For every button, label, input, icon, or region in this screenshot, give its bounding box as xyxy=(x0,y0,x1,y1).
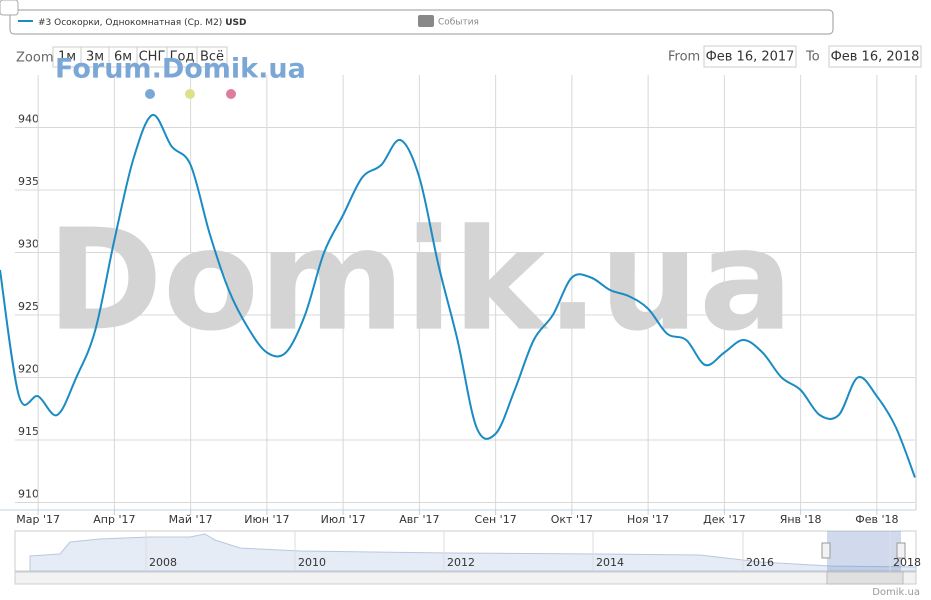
navigator-label: 2016 xyxy=(746,556,774,569)
y-tick-label: 925 xyxy=(18,300,39,313)
navigator-label: 2014 xyxy=(596,556,624,569)
x-tick-label: Фев '18 xyxy=(855,513,898,526)
forum-watermark: Forum.Domik.ua xyxy=(55,54,306,85)
zoom-button-label[interactable]: 1м xyxy=(58,50,76,65)
x-tick-label: Ноя '17 xyxy=(627,513,669,526)
x-tick-label: Июл '17 xyxy=(321,513,366,526)
navigator-label: 2010 xyxy=(298,556,326,569)
events-swatch xyxy=(418,15,434,27)
scrollbar-thumb[interactable] xyxy=(826,571,904,585)
zoom-button[interactable] xyxy=(196,46,228,68)
to-label: To xyxy=(805,50,820,65)
legend-item[interactable]: #3 Осокорки, Однокомнатная (Ср. М2) USD xyxy=(38,18,246,28)
credit[interactable]: Domik.ua xyxy=(872,587,920,598)
y-tick-label: 915 xyxy=(18,425,39,438)
x-tick-label: Май '17 xyxy=(169,513,213,526)
scrollbar[interactable] xyxy=(14,571,917,585)
from-input[interactable] xyxy=(703,45,797,68)
x-tick-label: Сен '17 xyxy=(475,513,517,526)
y-tick-label: 910 xyxy=(18,488,39,501)
x-tick-label: Дек '17 xyxy=(703,513,746,526)
series-line xyxy=(0,114,916,478)
navigator-label: 2008 xyxy=(149,556,177,569)
zoom-button-label[interactable]: 3м xyxy=(86,50,104,65)
from-label: From xyxy=(668,50,700,65)
y-tick-label: 920 xyxy=(18,363,39,376)
x-tick-label: Янв '18 xyxy=(780,513,822,526)
navigator-mask[interactable] xyxy=(827,531,901,571)
navigator-label: 2012 xyxy=(447,556,475,569)
navigator-handle[interactable] xyxy=(821,542,831,559)
zoom-button-label[interactable]: Всё xyxy=(200,50,224,65)
zoom-label: Zoom xyxy=(16,51,53,66)
x-tick-label: Мар '17 xyxy=(16,513,60,526)
navigator-series xyxy=(29,533,917,572)
zoom-button-label[interactable]: 6м xyxy=(114,50,132,65)
to-date[interactable]: Фев 16, 2018 xyxy=(831,50,920,65)
y-tick-label: 930 xyxy=(18,238,39,251)
zoom-button-label[interactable]: Год xyxy=(170,50,195,65)
x-tick-label: Июн '17 xyxy=(244,513,289,526)
menu-corner[interactable] xyxy=(0,0,19,16)
from-date[interactable]: Фев 16, 2017 xyxy=(706,50,795,65)
dot xyxy=(145,89,155,99)
events-legend[interactable]: События xyxy=(438,18,479,28)
navigator-label: 2018 xyxy=(893,556,921,569)
zoom-button-label[interactable]: СНГ xyxy=(139,50,166,65)
navigator-handle[interactable] xyxy=(896,542,906,559)
dot xyxy=(185,89,195,99)
x-tick-label: Апр '17 xyxy=(93,513,135,526)
x-tick-label: Окт '17 xyxy=(551,513,593,526)
dot xyxy=(226,89,236,99)
y-tick-label: 940 xyxy=(18,113,39,126)
x-tick-label: Авг '17 xyxy=(399,513,439,526)
y-tick-label: 935 xyxy=(18,175,39,188)
to-input[interactable] xyxy=(828,45,922,68)
